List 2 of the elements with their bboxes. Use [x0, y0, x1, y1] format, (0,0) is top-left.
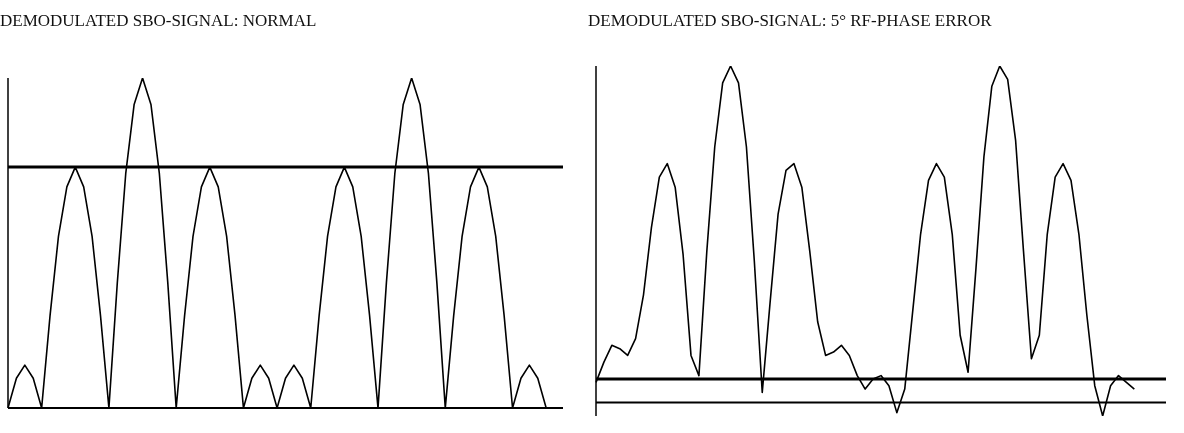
chart-title: DEMODULATED SBO-SIGNAL: 5° RF-PHASE ERROR: [588, 10, 993, 32]
chart-title: DEMODULATED SBO-SIGNAL: NORMAL: [0, 10, 318, 32]
